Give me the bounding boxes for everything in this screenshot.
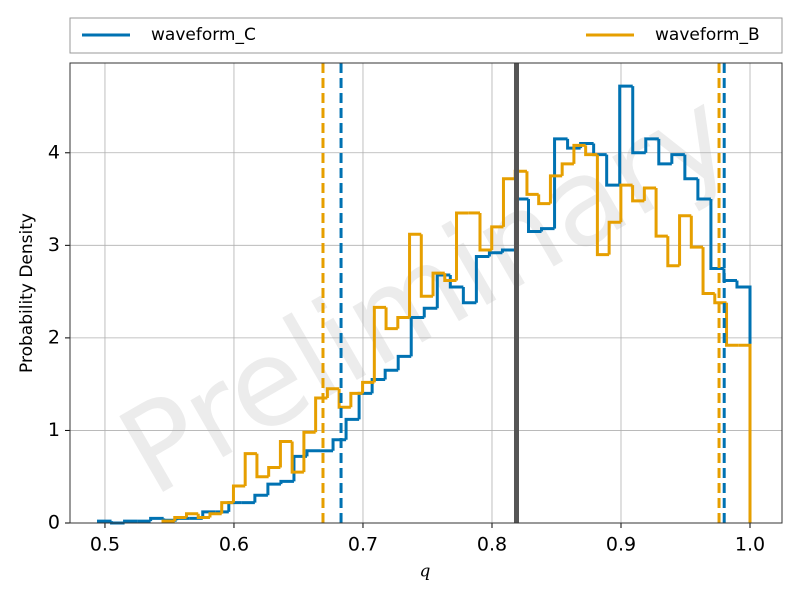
histogram-step bbox=[490, 225, 504, 250]
histogram-step bbox=[349, 391, 363, 408]
histogram-step bbox=[344, 417, 360, 440]
histogram-step bbox=[560, 162, 574, 176]
y-tick-label: 3 bbox=[48, 234, 60, 256]
x-tick-label: 0.8 bbox=[477, 534, 507, 556]
histogram-step bbox=[605, 154, 620, 187]
histogram-step bbox=[548, 174, 563, 204]
histogram-step bbox=[278, 440, 293, 468]
histogram-step bbox=[500, 248, 516, 253]
legend-label: waveform_C bbox=[151, 25, 256, 45]
y-tick-label: 4 bbox=[48, 141, 60, 163]
histogram-step bbox=[722, 268, 737, 283]
histogram-step bbox=[735, 280, 752, 523]
histogram-step bbox=[149, 516, 164, 522]
histogram-step bbox=[526, 199, 542, 233]
x-tick-label: 1.0 bbox=[735, 534, 765, 556]
histogram-step bbox=[384, 307, 398, 331]
legend-box bbox=[69, 17, 783, 54]
histogram-step bbox=[361, 380, 375, 394]
histogram-step bbox=[123, 519, 138, 523]
histogram-step bbox=[619, 183, 633, 223]
x-axis-label: q bbox=[420, 562, 431, 582]
histogram-step bbox=[409, 316, 425, 357]
histogram-step bbox=[161, 519, 175, 523]
histogram-step bbox=[709, 199, 724, 270]
histogram-step bbox=[231, 484, 246, 503]
histogram-step bbox=[422, 306, 438, 318]
histogram-step bbox=[220, 501, 234, 514]
histogram-step bbox=[487, 251, 503, 257]
histogram-step bbox=[173, 515, 187, 522]
histogram-step bbox=[461, 286, 477, 305]
histogram-step bbox=[501, 177, 516, 227]
histogram-step bbox=[279, 479, 294, 485]
histogram-step bbox=[725, 302, 739, 347]
histogram-step bbox=[184, 512, 199, 518]
histogram-step bbox=[97, 519, 112, 523]
y-tick-label: 2 bbox=[48, 326, 60, 348]
histogram-step bbox=[208, 512, 222, 518]
histogram-step bbox=[696, 178, 711, 201]
histogram-step bbox=[631, 185, 645, 203]
plot-frame bbox=[69, 62, 783, 524]
histogram-step bbox=[525, 171, 539, 196]
histogram-step bbox=[701, 247, 715, 295]
watermark: Preliminary bbox=[98, 64, 754, 523]
histogram-step bbox=[372, 305, 387, 383]
x-tick-label: 0.7 bbox=[348, 534, 378, 556]
histogram-step bbox=[396, 316, 410, 329]
histogram-step bbox=[474, 254, 490, 303]
histogram-step bbox=[431, 271, 445, 297]
y-tick-label: 1 bbox=[48, 419, 60, 441]
histogram-step bbox=[383, 368, 399, 380]
histogram-step bbox=[566, 138, 581, 150]
histogram-step bbox=[553, 137, 568, 229]
histogram-step bbox=[370, 378, 386, 394]
histogram-step bbox=[255, 453, 269, 479]
histogram-step bbox=[396, 354, 412, 371]
histogram-step bbox=[678, 214, 692, 266]
histogram-step bbox=[595, 154, 610, 257]
histogram-step bbox=[642, 186, 657, 201]
histogram-step bbox=[253, 493, 268, 503]
histogram-step bbox=[584, 145, 598, 157]
histogram-step bbox=[243, 452, 257, 486]
histogram-step bbox=[607, 220, 621, 255]
histogram-step bbox=[302, 430, 316, 473]
histogram-step bbox=[408, 232, 422, 318]
histogram-step bbox=[644, 137, 659, 153]
histogram-step bbox=[325, 387, 340, 399]
histogram-step bbox=[654, 187, 668, 238]
y-axis-label: Probability Density bbox=[17, 213, 37, 373]
histogram-step bbox=[266, 482, 281, 496]
y-tick-label: 0 bbox=[48, 512, 60, 534]
histogram-step bbox=[670, 153, 685, 164]
histogram-step bbox=[537, 194, 551, 206]
histogram-step bbox=[337, 388, 351, 409]
histogram-step bbox=[540, 227, 555, 232]
histogram-step bbox=[657, 138, 672, 166]
histogram-step bbox=[443, 273, 457, 283]
histogram-step bbox=[419, 234, 434, 298]
histogram-step bbox=[455, 211, 469, 281]
x-tick-label: 0.9 bbox=[606, 534, 636, 556]
histogram-step bbox=[267, 465, 281, 477]
legend-label: waveform_B bbox=[655, 25, 760, 45]
histogram-step bbox=[572, 143, 586, 164]
histogram-step bbox=[631, 86, 646, 155]
x-tick-label: 0.5 bbox=[90, 534, 120, 556]
histogram-step bbox=[618, 84, 633, 186]
histogram-step bbox=[689, 215, 704, 249]
histogram-step bbox=[738, 343, 752, 523]
histogram-step bbox=[713, 293, 727, 305]
histogram-step bbox=[290, 441, 304, 474]
histogram-step bbox=[305, 449, 321, 457]
x-tick-label: 0.6 bbox=[219, 534, 249, 556]
histogram-step bbox=[666, 236, 680, 268]
histogram-step bbox=[196, 513, 210, 519]
histogram-step bbox=[478, 212, 492, 252]
histogram-step bbox=[683, 154, 698, 181]
histogram-step bbox=[448, 274, 464, 289]
